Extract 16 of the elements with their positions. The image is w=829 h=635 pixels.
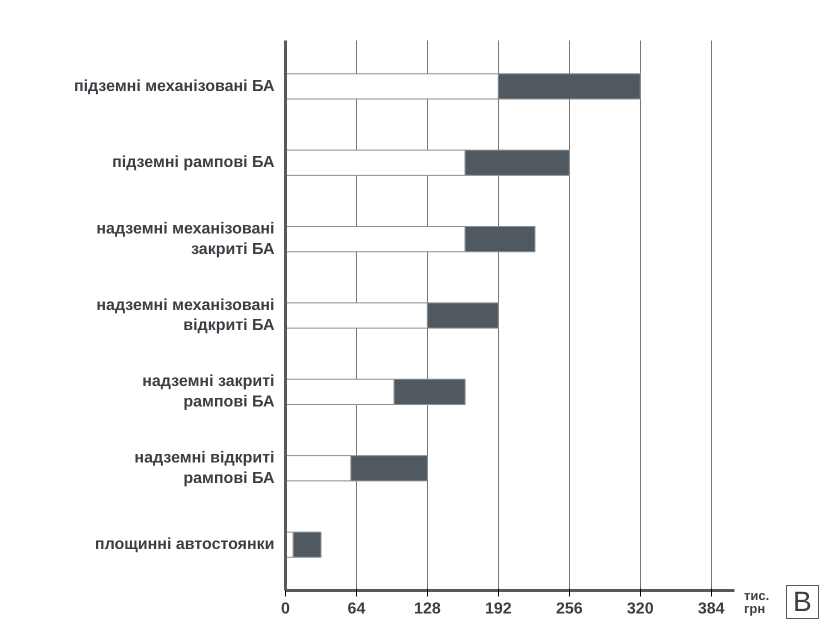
x-tick-label: 128 — [414, 600, 441, 618]
y-tick-label: надземні механізовані відкриті БА — [96, 296, 275, 334]
x-tick-label: 256 — [556, 600, 583, 618]
x-tick-label: 0 — [281, 600, 290, 618]
y-tick-label: надземні закриті рампові БА — [142, 373, 275, 411]
x-tick-label: 64 — [348, 600, 366, 618]
text: В — [786, 585, 819, 619]
y-tick-label: площинні автостоянки — [94, 536, 275, 554]
x-axis-title: тис. грн — [744, 588, 770, 616]
y-tick-label: надземні відкриті рампові БА — [134, 450, 275, 487]
y-tick-label: надземні механізовані закриті БА — [96, 220, 275, 258]
x-tick-label: 320 — [626, 600, 654, 618]
x-tick-label: 192 — [485, 600, 512, 618]
x-tick-label: 384 — [698, 600, 725, 618]
y-tick-label: підземні механізовані БА — [74, 78, 275, 95]
y-tick-label: підземні рампові БА — [112, 154, 275, 172]
